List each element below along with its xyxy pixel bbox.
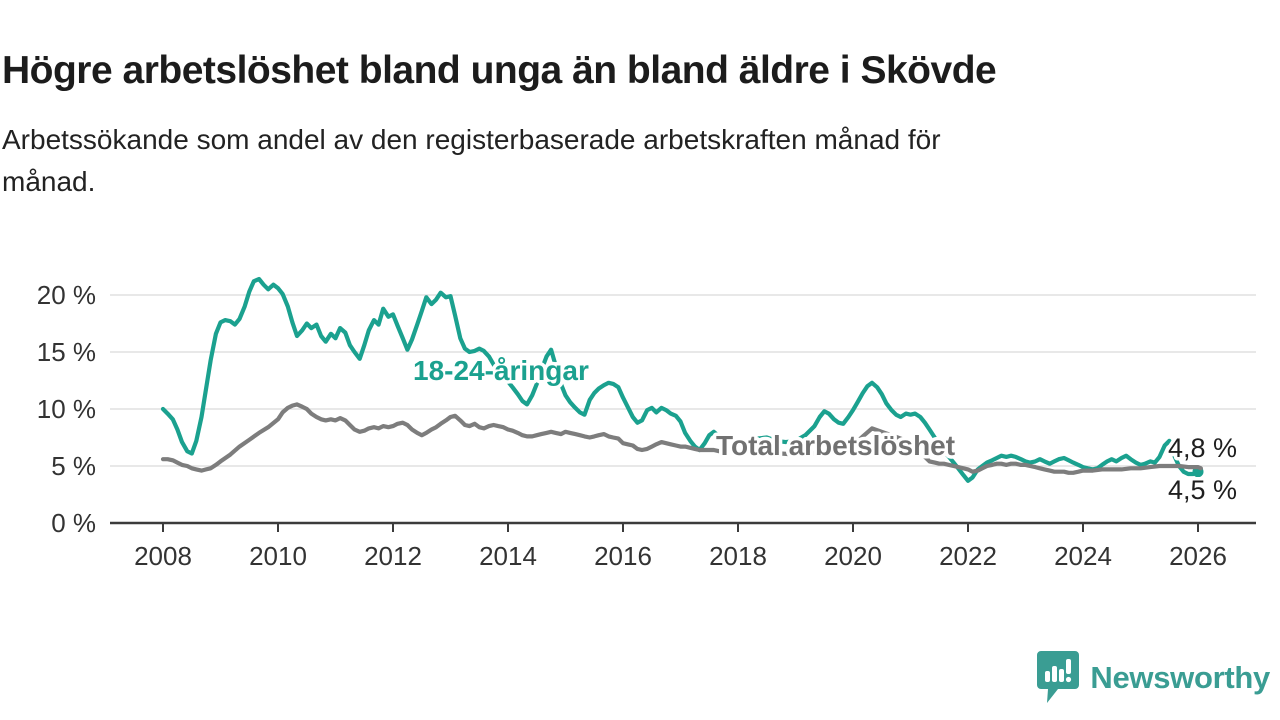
series-label-total: Total arbetslöshet bbox=[716, 430, 955, 461]
x-tick-label-2016: 2016 bbox=[594, 541, 652, 571]
x-tick-label-2010: 2010 bbox=[249, 541, 307, 571]
x-tick-label-2022: 2022 bbox=[939, 541, 997, 571]
brand-footer: Newsworthy bbox=[1036, 648, 1270, 708]
x-tick-label-2026: 2026 bbox=[1169, 541, 1227, 571]
series-line-18-24-åringar bbox=[160, 276, 1201, 483]
series-line-total-arbetslöshet bbox=[160, 402, 1204, 475]
chart-subtitle-line1: Arbetssökande som andel av den registerb… bbox=[2, 124, 941, 155]
x-tick-label-2008: 2008 bbox=[134, 541, 192, 571]
y-tick-label-10: 10 % bbox=[37, 394, 96, 424]
logo-bar-medium bbox=[1052, 666, 1058, 682]
y-tick-label-0: 0 % bbox=[51, 508, 96, 538]
logo-exclamation-dot bbox=[1066, 676, 1072, 683]
logo-bar-small bbox=[1045, 671, 1051, 682]
chart-subtitle: Arbetssökande som andel av den registerb… bbox=[2, 119, 1222, 203]
y-tick-label-5: 5 % bbox=[51, 451, 96, 481]
chart-subtitle-line2: månad. bbox=[2, 166, 96, 197]
y-tick-label-15: 15 % bbox=[37, 337, 96, 367]
x-tick-label-2024: 2024 bbox=[1054, 541, 1112, 571]
x-tick-label-2012: 2012 bbox=[364, 541, 422, 571]
chart-title: Högre arbetslöshet bland unga än bland ä… bbox=[2, 49, 997, 93]
logo-bubble-shape bbox=[1037, 651, 1080, 703]
end-value-label-youth: 4,5 % bbox=[1168, 475, 1237, 505]
x-tick-label-2020: 2020 bbox=[824, 541, 882, 571]
x-tick-label-2018: 2018 bbox=[709, 541, 767, 571]
newsworthy-brand-text: Newsworthy bbox=[1090, 660, 1270, 695]
end-value-label-total: 4,8 % bbox=[1168, 433, 1237, 463]
x-tick-label-2014: 2014 bbox=[479, 541, 537, 571]
logo-bar-large bbox=[1059, 669, 1065, 682]
series-label-18-24: 18-24-åringar bbox=[413, 355, 589, 386]
newsworthy-logo-icon bbox=[1037, 651, 1080, 703]
logo-exclamation-bar bbox=[1066, 659, 1072, 674]
y-tick-label-20: 20 % bbox=[37, 280, 96, 310]
